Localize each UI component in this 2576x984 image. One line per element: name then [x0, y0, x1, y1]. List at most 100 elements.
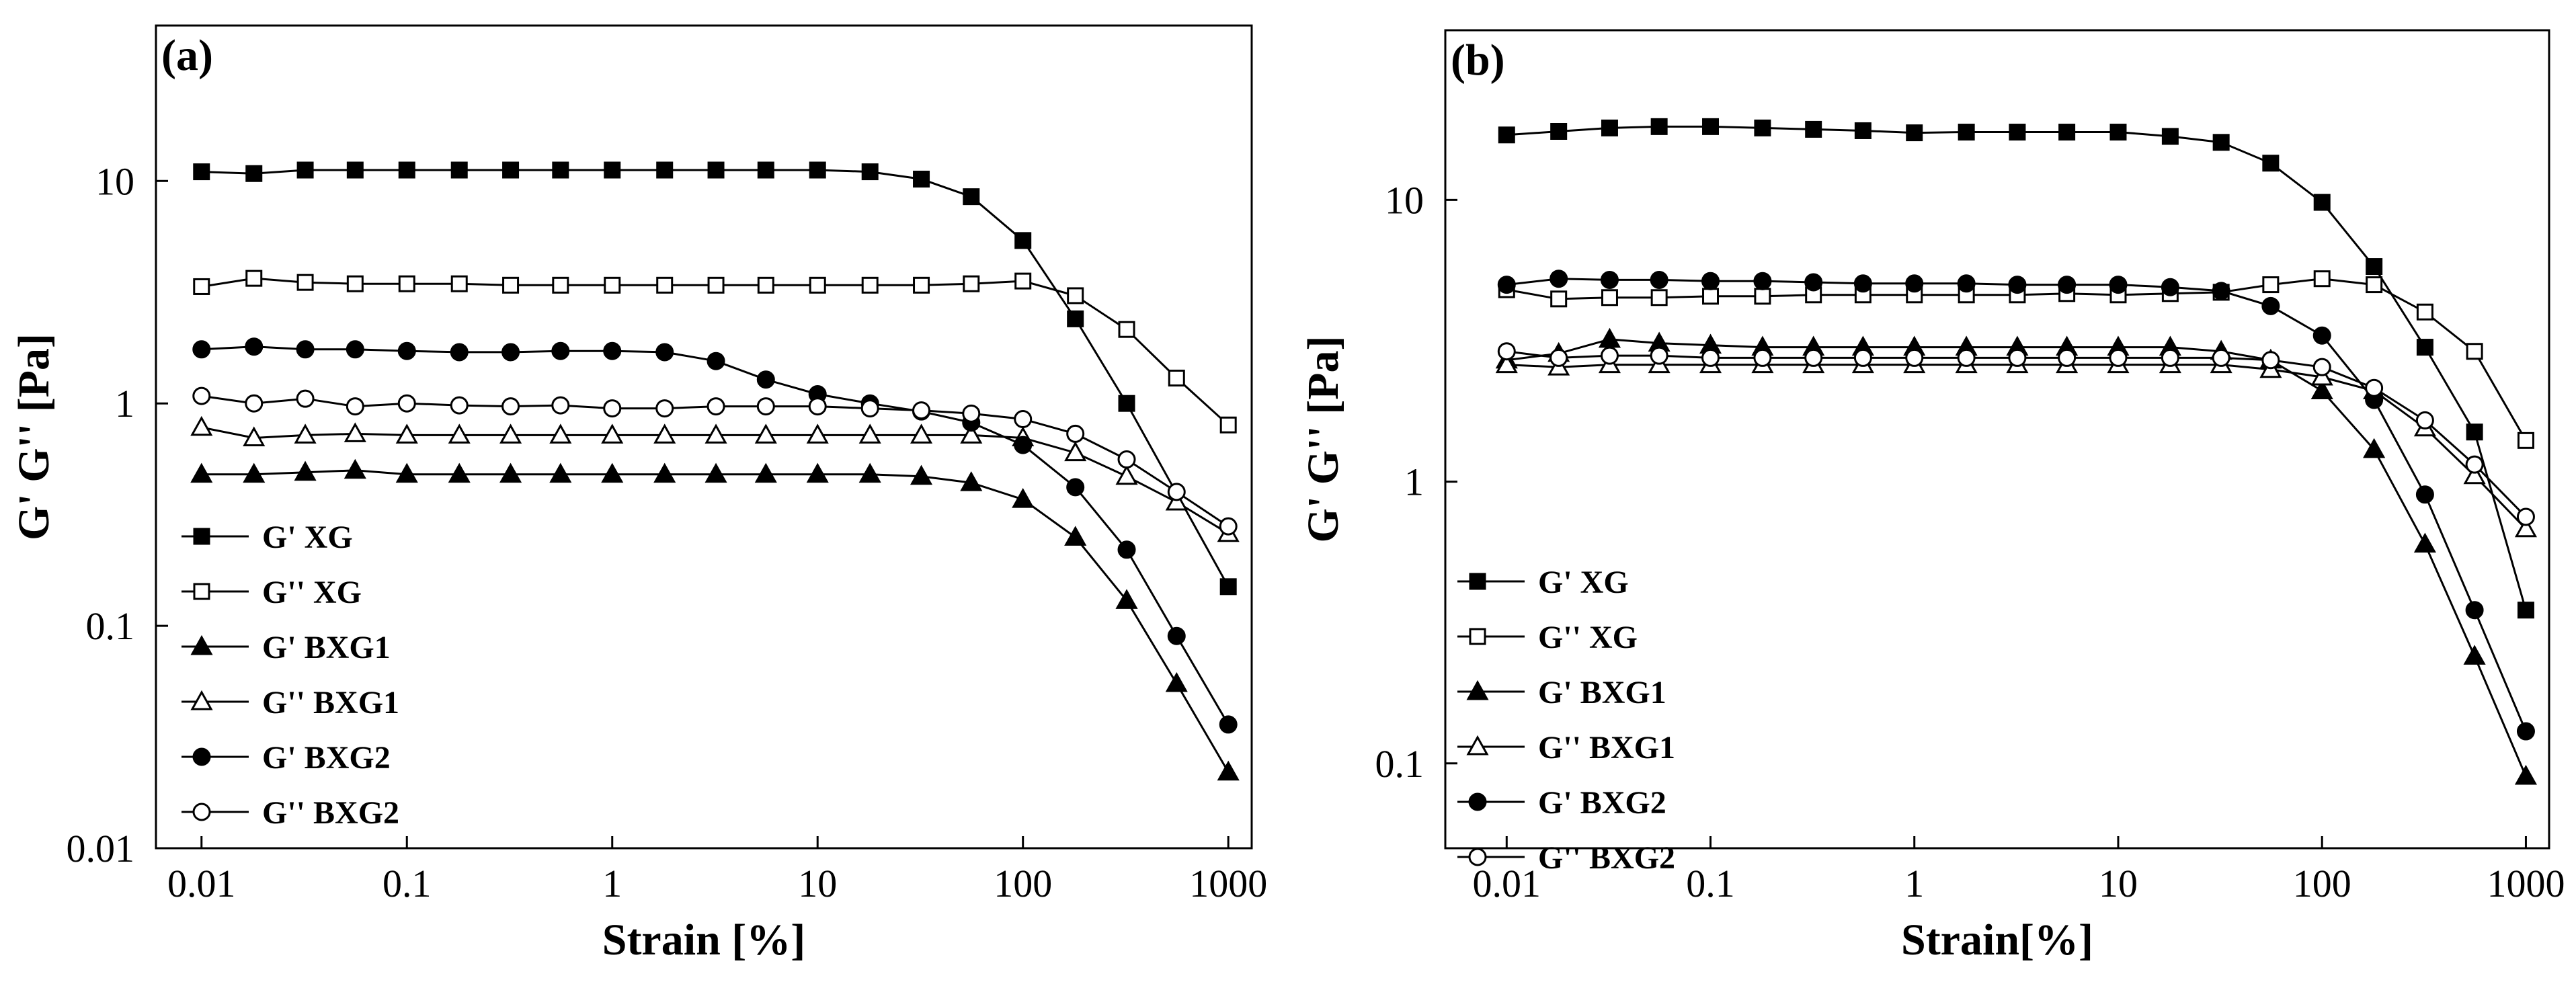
- data-point: [1650, 118, 1668, 135]
- data-point: [243, 462, 266, 483]
- legend-marker: [1466, 735, 1489, 755]
- data-point: [549, 423, 572, 444]
- data-point: [2514, 517, 2538, 538]
- x-tick-label: 1: [602, 862, 622, 905]
- data-point: [552, 161, 569, 179]
- data-point: [551, 341, 570, 360]
- data-point: [2466, 343, 2483, 360]
- legend-marker: [1469, 573, 1486, 590]
- data-point: [193, 278, 210, 295]
- legend-label: G' XG: [262, 520, 353, 555]
- data-point: [809, 161, 826, 179]
- data-point: [2261, 296, 2280, 315]
- data-point: [1064, 441, 1087, 462]
- data-point: [1905, 348, 1924, 367]
- data-point: [2161, 278, 2179, 296]
- data-point: [806, 423, 829, 444]
- data-point: [450, 343, 469, 362]
- data-point: [2466, 423, 2483, 441]
- data-point: [2008, 276, 2027, 294]
- legend-marker: [193, 528, 210, 545]
- data-point: [551, 396, 570, 415]
- data-point: [912, 401, 931, 420]
- data-point: [1167, 483, 1186, 501]
- data-point: [2463, 645, 2486, 665]
- data-point: [861, 163, 879, 181]
- data-point: [245, 165, 263, 182]
- legend-label: G'' XG: [262, 575, 362, 610]
- data-point: [2312, 358, 2331, 376]
- data-point: [2161, 348, 2179, 367]
- data-point: [601, 462, 624, 483]
- x-tick-label: 100: [2293, 862, 2351, 905]
- data-point: [499, 462, 522, 483]
- data-point: [1650, 289, 1668, 306]
- data-point: [1014, 272, 1032, 290]
- data-point: [604, 161, 621, 179]
- data-point: [1117, 450, 1136, 469]
- data-point: [450, 161, 468, 179]
- data-point: [809, 276, 826, 294]
- data-point: [1012, 488, 1035, 508]
- data-point: [2516, 507, 2535, 526]
- data-point: [601, 423, 624, 444]
- data-point: [294, 423, 317, 444]
- data-point: [1014, 436, 1033, 454]
- data-point: [2415, 485, 2434, 504]
- data-point: [397, 341, 416, 360]
- panel-label: (a): [161, 31, 213, 80]
- series-line: [201, 469, 1230, 773]
- data-point: [2109, 124, 2127, 141]
- x-tick-label: 1: [1904, 862, 1924, 905]
- legend-marker: [192, 803, 211, 821]
- legend-label: G' BXG1: [262, 630, 391, 665]
- data-point: [1853, 274, 1872, 293]
- data-point: [757, 276, 774, 294]
- legend-label: G' XG: [1538, 565, 1629, 600]
- data-point: [1804, 273, 1823, 292]
- data-point: [754, 423, 777, 444]
- legend-label: G' BXG1: [1538, 675, 1666, 710]
- data-point: [1219, 416, 1237, 434]
- data-point: [1550, 290, 1568, 308]
- data-point: [1906, 124, 1923, 142]
- panel-label: (b): [1451, 36, 1505, 85]
- data-point: [502, 276, 520, 294]
- data-point: [2365, 378, 2384, 397]
- data-point: [655, 343, 674, 362]
- data-point: [1600, 346, 1619, 365]
- y-tick-label: 0.1: [86, 604, 135, 648]
- data-point: [1064, 526, 1087, 546]
- legend-marker: [190, 690, 213, 710]
- data-point: [501, 343, 520, 362]
- y-tick-label: 0.1: [1375, 742, 1424, 786]
- data-point: [653, 462, 676, 483]
- data-point: [2413, 532, 2436, 553]
- data-point: [346, 340, 364, 359]
- data-point: [1165, 671, 1188, 692]
- data-point: [193, 163, 210, 181]
- data-point: [707, 161, 725, 179]
- data-point: [346, 161, 364, 179]
- data-point: [1117, 540, 1136, 559]
- data-point: [1219, 715, 1238, 734]
- data-point: [296, 161, 314, 179]
- data-point: [2261, 351, 2280, 370]
- data-point: [1217, 760, 1240, 781]
- data-point: [604, 276, 621, 294]
- x-tick-label: 0.01: [167, 862, 236, 905]
- data-point: [2008, 348, 2027, 367]
- data-point: [1701, 272, 1720, 290]
- data-point: [2416, 339, 2433, 356]
- data-point: [2212, 134, 2230, 151]
- data-point: [1753, 348, 1772, 367]
- series-line: [201, 169, 1230, 587]
- legend-marker: [192, 747, 211, 766]
- legend-marker: [1466, 680, 1489, 700]
- data-point: [756, 397, 775, 416]
- data-point: [656, 276, 674, 294]
- data-point: [502, 161, 520, 179]
- data-point: [1165, 490, 1188, 511]
